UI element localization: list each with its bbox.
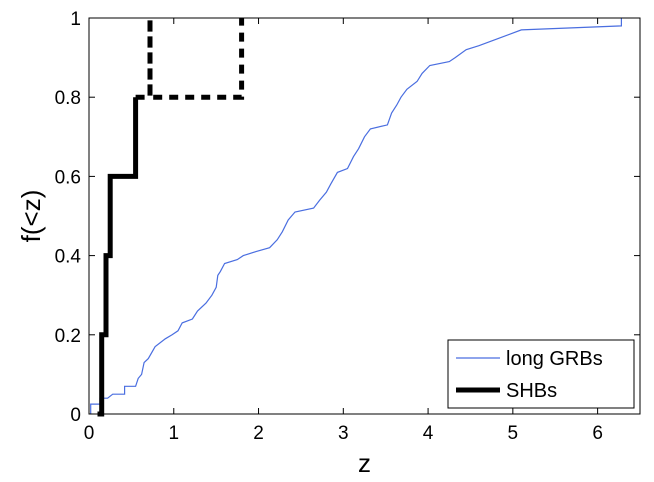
x-tick-label: 1 — [168, 423, 179, 444]
series-line-1 — [97, 97, 139, 417]
y-tick-label: 0.6 — [55, 167, 81, 188]
legend-box — [447, 339, 635, 409]
y-axis-label: f(<z) — [16, 190, 46, 243]
y-tick-label: 0.4 — [55, 247, 82, 268]
x-axis-label: z — [358, 448, 371, 478]
tick-labels: 0 1 2 3 4 5 6 0 0.2 0.4 0.6 0.8 1 — [55, 9, 603, 444]
y-tick-label: 0 — [70, 405, 81, 426]
plot-frame — [88, 17, 641, 415]
x-tick-label: 6 — [592, 423, 603, 444]
x-tick-label: 3 — [338, 423, 349, 444]
y-tick-label: 0.8 — [55, 88, 81, 109]
series-line-2 — [135, 18, 245, 100]
x-tick-label: 2 — [253, 423, 264, 444]
y-tick-label: 0.2 — [55, 326, 81, 347]
series-layer — [90, 18, 622, 417]
x-tick-label: 4 — [423, 423, 434, 444]
legend-label-shbs: SHBs — [506, 380, 557, 402]
series-line-0 — [90, 18, 622, 414]
legend: long GRBs SHBs — [447, 339, 635, 409]
x-tick-label: 0 — [84, 423, 95, 444]
y-tick-label: 1 — [70, 9, 81, 30]
legend-label-long-grbs: long GRBs — [506, 348, 603, 370]
x-tick-label: 5 — [508, 423, 519, 444]
